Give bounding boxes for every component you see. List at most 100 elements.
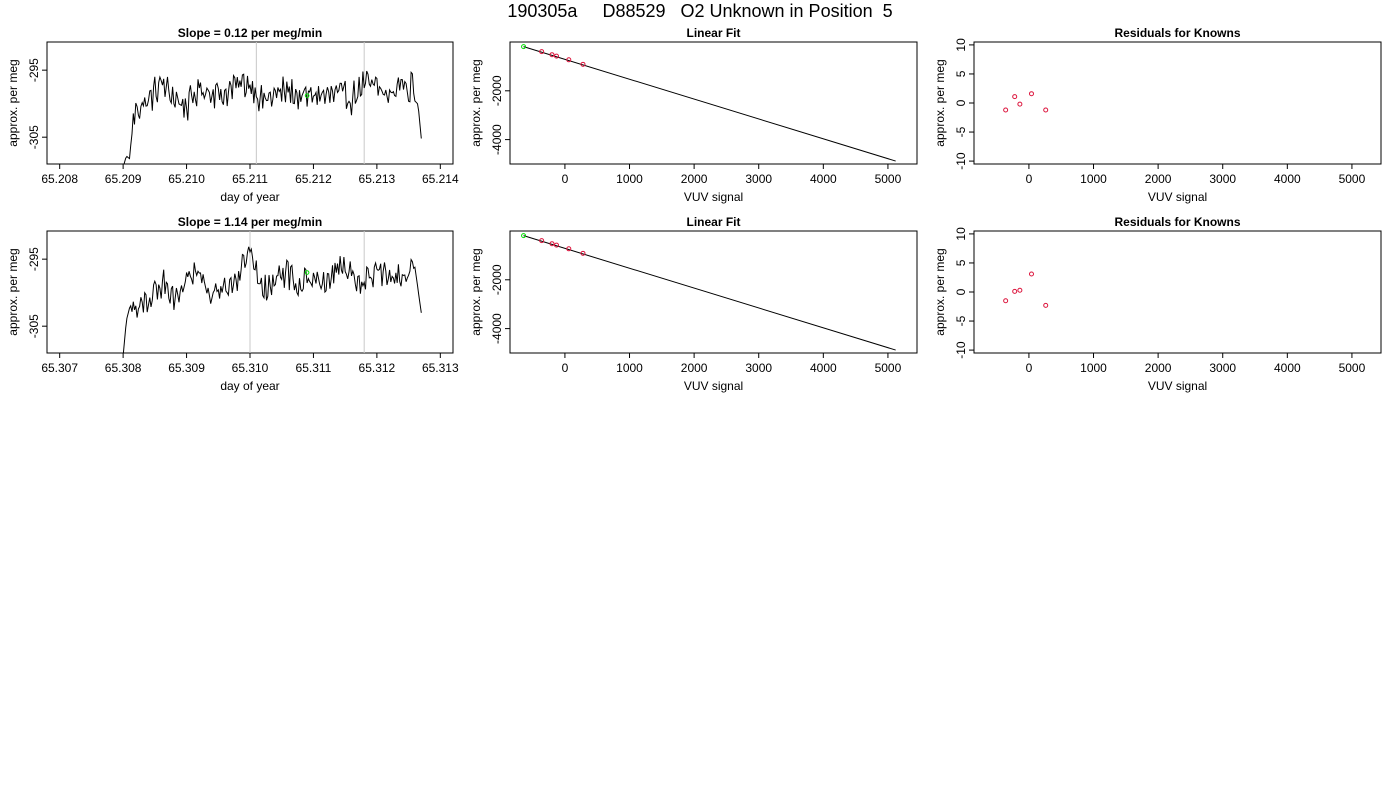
x-axis-label: VUV signal xyxy=(1148,190,1207,204)
known-point xyxy=(1012,288,1018,294)
plot-panel-6: Residuals for Knowns 0 1000 2000 3000 4000 500… xyxy=(933,215,1382,393)
x-tick-label: 65.309 xyxy=(168,361,205,375)
x-tick-label: 3000 xyxy=(745,361,772,375)
x-tick-label: 4000 xyxy=(810,361,837,375)
y-tick-label: 0 xyxy=(954,99,968,106)
x-tick-label: 5000 xyxy=(875,172,902,186)
fit-line xyxy=(523,46,896,162)
x-tick-label: 1000 xyxy=(1080,361,1107,375)
known-point xyxy=(554,242,560,248)
x-tick-label: 65.212 xyxy=(295,172,332,186)
x-tick-label: 3000 xyxy=(745,172,772,186)
y-tick-label: -2000 xyxy=(490,75,504,106)
x-tick-label: 1000 xyxy=(616,172,643,186)
known-point xyxy=(539,238,545,244)
x-tick-label: 3000 xyxy=(1209,172,1236,186)
y-tick-label: -10 xyxy=(954,152,968,170)
x-tick-label: 2000 xyxy=(681,172,708,186)
plot-title: Linear Fit xyxy=(686,26,740,40)
y-tick-label: -305 xyxy=(27,314,41,338)
x-tick-label: 5000 xyxy=(1339,361,1366,375)
x-tick-label: 4000 xyxy=(810,172,837,186)
plot-panel-5: Linear Fit 0 1000 2000 3000 4000 5000 -2000 -400… xyxy=(469,215,918,393)
known-point xyxy=(1043,302,1049,308)
x-tick-label: 4000 xyxy=(1274,172,1301,186)
plot-panel-1: Slope = 0.12 per meg/min 65.208 65.209 65.2… xyxy=(6,26,459,204)
x-tick-label: 4000 xyxy=(1274,361,1301,375)
x-tick-label: 65.308 xyxy=(105,361,142,375)
x-tick-label: 3000 xyxy=(1209,361,1236,375)
x-tick-label: 65.310 xyxy=(232,361,269,375)
unknown-point xyxy=(521,44,527,50)
y-tick-label: 5 xyxy=(954,259,968,266)
x-axis-label: VUV signal xyxy=(684,190,743,204)
known-point xyxy=(566,57,572,63)
known-point xyxy=(549,241,555,247)
y-tick-label: 0 xyxy=(954,288,968,295)
y-axis-label: approx. per meg xyxy=(6,248,20,335)
plot-title: Linear Fit xyxy=(686,215,740,229)
x-axis-label: VUV signal xyxy=(684,379,743,393)
x-tick-label: 2000 xyxy=(1145,172,1172,186)
y-axis-label: approx. per meg xyxy=(933,59,947,146)
known-point xyxy=(1003,107,1009,113)
known-point xyxy=(1043,107,1049,113)
x-tick-label: 65.211 xyxy=(232,172,268,186)
known-point xyxy=(1017,101,1023,107)
known-point xyxy=(1028,271,1034,277)
y-tick-label: -4000 xyxy=(490,313,504,344)
known-point xyxy=(554,53,560,59)
x-axis-label: day of year xyxy=(220,379,279,393)
y-axis-label: approx. per meg xyxy=(933,248,947,335)
y-axis-label: approx. per meg xyxy=(469,248,483,335)
y-tick-label: -5 xyxy=(954,126,968,137)
known-point xyxy=(1017,287,1023,293)
plot-panel-4: Slope = 1.14 per meg/min 65.307 65.308 65.3… xyxy=(6,215,459,393)
x-tick-label: 65.210 xyxy=(168,172,205,186)
x-tick-label: 0 xyxy=(562,172,569,186)
y-tick-label: -2000 xyxy=(490,264,504,295)
fit-line xyxy=(523,235,896,351)
y-tick-label: -305 xyxy=(27,125,41,149)
plot-title: Slope = 1.14 per meg/min xyxy=(178,215,322,229)
plot-title: Residuals for Knowns xyxy=(1114,26,1240,40)
x-tick-label: 65.312 xyxy=(359,361,396,375)
y-tick-label: -295 xyxy=(27,58,41,82)
y-tick-label: -10 xyxy=(954,341,968,359)
x-tick-label: 65.311 xyxy=(296,361,332,375)
x-tick-label: 5000 xyxy=(1339,172,1366,186)
plot-frame xyxy=(509,41,918,165)
y-tick-label: -295 xyxy=(27,247,41,271)
y-tick-label: 5 xyxy=(954,70,968,77)
known-point xyxy=(1012,94,1018,100)
known-point xyxy=(539,49,545,55)
plot-title: Residuals for Knowns xyxy=(1114,215,1240,229)
y-tick-label: 10 xyxy=(954,38,968,52)
x-tick-label: 65.209 xyxy=(105,172,142,186)
y-tick-label: -5 xyxy=(954,315,968,326)
y-axis-label: approx. per meg xyxy=(469,59,483,146)
x-tick-label: 65.213 xyxy=(359,172,396,186)
signal-trace xyxy=(122,246,422,353)
plot-frame xyxy=(973,41,1382,165)
y-axis-label: approx. per meg xyxy=(6,59,20,146)
y-tick-label: 10 xyxy=(954,227,968,241)
known-point xyxy=(566,246,572,252)
plot-title: Slope = 0.12 per meg/min xyxy=(178,26,322,40)
x-tick-label: 65.208 xyxy=(41,172,78,186)
plot-frame xyxy=(46,41,454,165)
known-point xyxy=(580,250,586,256)
x-tick-label: 0 xyxy=(1026,172,1033,186)
x-tick-label: 1000 xyxy=(1080,172,1107,186)
x-tick-label: 2000 xyxy=(1145,361,1172,375)
x-tick-label: 0 xyxy=(562,361,569,375)
signal-trace xyxy=(123,70,422,164)
x-axis-label: VUV signal xyxy=(1148,379,1207,393)
page-title: 190305a D88529 O2 Unknown in Position 5 xyxy=(507,1,893,21)
known-point xyxy=(580,61,586,67)
y-tick-label: -4000 xyxy=(490,124,504,155)
x-tick-label: 1000 xyxy=(616,361,643,375)
plot-panel-2: Linear Fit 0 1000 2000 3000 4000 5000 -2000 -400… xyxy=(469,26,918,204)
plot-frame xyxy=(973,230,1382,354)
